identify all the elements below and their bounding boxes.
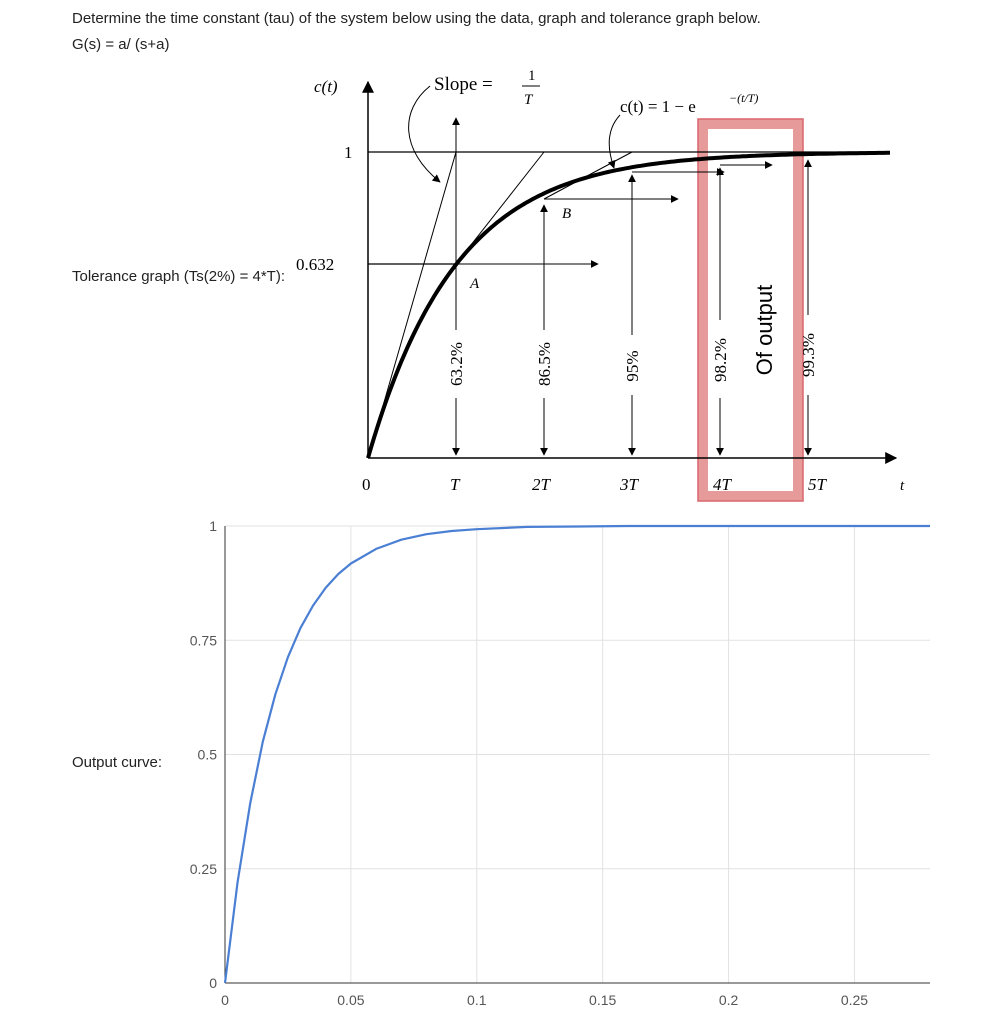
- y-tick-label: 1: [209, 518, 217, 534]
- x-tick-label: 0.2: [719, 992, 739, 1008]
- t-tick-T: T: [450, 475, 461, 494]
- percent-95: 95%: [623, 350, 642, 381]
- of-output-label: Of output: [752, 285, 777, 376]
- tolerance-graph: c(t) 1 0.632 0 t Slope = 1 T c(t) = 1 − …: [296, 68, 905, 502]
- output-series-line: [223, 524, 930, 984]
- equation-exponent: −(t/T): [729, 91, 758, 105]
- t-axis-label: t: [900, 478, 905, 494]
- percent-99: 99.3%: [799, 333, 818, 377]
- y-tick-label: 0.25: [190, 861, 217, 877]
- x-tick-label: 0.15: [589, 992, 616, 1008]
- slope-numerator: 1: [528, 68, 536, 84]
- origin-label: 0: [362, 475, 371, 494]
- chart-grid: [225, 525, 930, 983]
- question-text: Determine the time constant (tau) of the…: [72, 10, 761, 27]
- response-curve: [366, 150, 890, 459]
- point-b-label: B: [562, 206, 571, 222]
- slope-denominator: T: [524, 92, 534, 108]
- tangent-line-b: [543, 151, 633, 200]
- y-tick-label: 0.75: [190, 632, 217, 648]
- output-curve-label: Output curve:: [72, 754, 163, 771]
- x-tick-label: 0.25: [841, 992, 868, 1008]
- tangent-line-a: [455, 151, 545, 265]
- y-tick-1: 1: [344, 143, 353, 162]
- y-tick-label: 0.5: [198, 747, 218, 763]
- t-tick-5T: 5T: [808, 475, 828, 494]
- y-tick-label: 0: [209, 975, 217, 991]
- t-tick-2T: 2T: [532, 475, 552, 494]
- chart-axes: [224, 526, 930, 984]
- c-axis-label: c(t): [314, 77, 338, 96]
- x-tick-label: 0.05: [337, 992, 364, 1008]
- slope-label: Slope =: [434, 74, 493, 95]
- equation-callout-arrow: [607, 114, 621, 169]
- point-a-label: A: [469, 276, 480, 292]
- percent-98: 98.2%: [711, 338, 730, 382]
- slope-callout-arrow: [408, 85, 441, 183]
- highlight-box: [698, 119, 803, 501]
- tangent-line-origin: [367, 151, 457, 459]
- equation-label: c(t) = 1 − e: [620, 97, 696, 116]
- transfer-function: G(s) = a/ (s+a): [72, 36, 170, 53]
- t-tick-3T: 3T: [619, 475, 640, 494]
- chart-tick-labels: 0 0.25 0.5 0.75 1 0 0.05 0.1 0.15 0.2 0.25: [190, 518, 869, 1008]
- x-tick-label: 0: [221, 992, 229, 1008]
- percent-86: 86.5%: [535, 342, 554, 386]
- tolerance-graph-label: Tolerance graph (Ts(2%) = 4*T):: [72, 268, 286, 285]
- percent-63: 63.2%: [447, 342, 466, 386]
- t-tick-4T: 4T: [713, 475, 733, 494]
- x-tick-label: 0.1: [467, 992, 487, 1008]
- y-tick-0632: 0.632: [296, 255, 334, 274]
